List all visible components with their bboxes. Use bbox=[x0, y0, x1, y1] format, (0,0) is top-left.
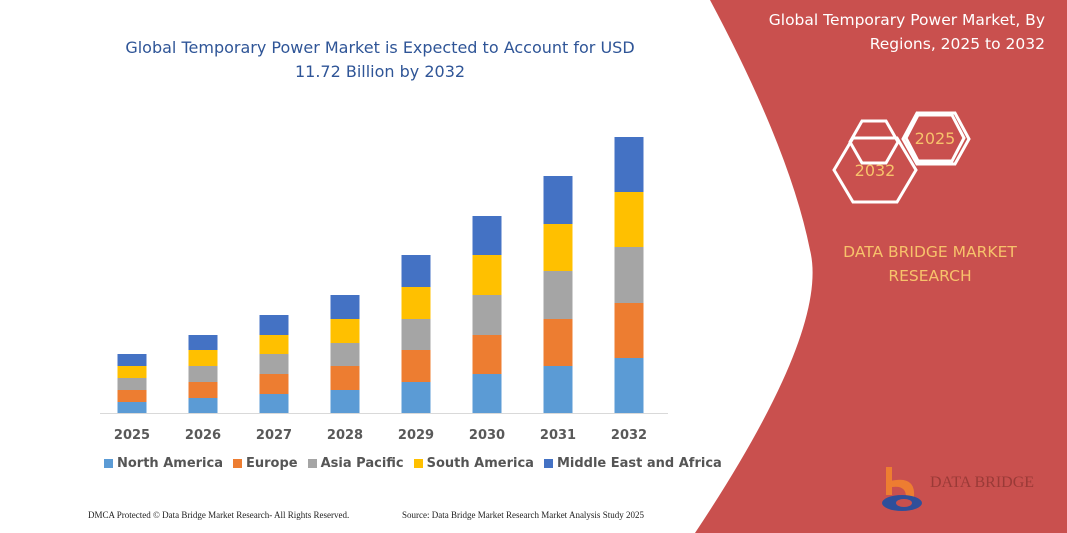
bar-segment-middle-east-and-africa-2027 bbox=[259, 315, 289, 335]
bar-segment-asia-pacific-2026 bbox=[188, 366, 218, 382]
legend-label: Asia Pacific bbox=[320, 456, 404, 471]
legend-item: Middle East and Africa bbox=[543, 456, 722, 471]
bar-segment-south-america-2025 bbox=[117, 366, 147, 378]
x-tick-label: 2028 bbox=[327, 428, 363, 443]
bar-segment-europe-2025 bbox=[117, 390, 147, 402]
bar-segment-south-america-2030 bbox=[472, 255, 502, 295]
bar-segment-north-america-2026 bbox=[188, 398, 218, 413]
bar-segment-north-america-2029 bbox=[401, 382, 431, 413]
bar-segment-south-america-2031 bbox=[543, 224, 573, 271]
legend-item: South America bbox=[413, 456, 534, 471]
x-tick-label: 2025 bbox=[114, 428, 150, 443]
chart-title: Global Temporary Power Market is Expecte… bbox=[125, 38, 635, 81]
bar-segment-europe-2026 bbox=[188, 382, 218, 398]
legend-swatch bbox=[104, 459, 113, 468]
bar-segment-north-america-2028 bbox=[330, 390, 360, 413]
legend-label: South America bbox=[426, 456, 534, 471]
bar-segment-north-america-2025 bbox=[117, 402, 147, 413]
bar-segment-north-america-2032 bbox=[614, 358, 644, 413]
legend-swatch bbox=[413, 459, 423, 468]
data-bridge-logo-icon bbox=[882, 467, 922, 511]
panel-background bbox=[695, 0, 1067, 533]
bar-segment-middle-east-and-africa-2025 bbox=[117, 354, 147, 366]
bar-segment-south-america-2032 bbox=[614, 192, 644, 247]
hex-2025-shape bbox=[904, 113, 966, 163]
legend-swatch bbox=[307, 459, 317, 468]
bar-segment-asia-pacific-2025 bbox=[117, 378, 147, 390]
x-tick-label: 2030 bbox=[469, 428, 505, 443]
x-tick-label: 2031 bbox=[540, 428, 576, 443]
bar-segment-south-america-2028 bbox=[330, 319, 360, 343]
bar-segment-south-america-2027 bbox=[259, 335, 289, 354]
bar-segment-asia-pacific-2028 bbox=[330, 343, 360, 366]
legend-label: Middle East and Africa bbox=[556, 456, 722, 471]
legend: North America Europe Asia Pacific South Ame… bbox=[104, 456, 722, 471]
hex-2032-label: 2032 bbox=[854, 161, 896, 180]
legend-item: North America bbox=[104, 456, 223, 471]
bar-segment-middle-east-and-africa-2029 bbox=[401, 255, 431, 287]
footer-copyright: DMCA Protected © Data Bridge Market Rese… bbox=[88, 510, 350, 520]
bar-segment-asia-pacific-2031 bbox=[543, 271, 573, 319]
bar-segment-north-america-2031 bbox=[543, 366, 573, 413]
x-tick-label: 2026 bbox=[185, 428, 221, 443]
bar-segment-north-america-2027 bbox=[259, 394, 289, 413]
bar-segment-north-america-2030 bbox=[472, 374, 502, 413]
hex-2025-label: 2025 bbox=[914, 129, 956, 148]
footer-source: Source: Data Bridge Market Research Mark… bbox=[402, 510, 644, 520]
bar-segment-europe-2030 bbox=[472, 335, 502, 374]
bar-segment-asia-pacific-2030 bbox=[472, 295, 502, 335]
hex-2032-icon bbox=[832, 136, 918, 204]
legend-swatch bbox=[233, 459, 242, 468]
logo-text: DATA BRIDGE bbox=[930, 474, 1035, 491]
bar-segment-asia-pacific-2032 bbox=[614, 247, 644, 303]
x-tick-label: 2032 bbox=[611, 428, 647, 443]
legend-item: Europe bbox=[233, 456, 298, 471]
bar-segment-europe-2031 bbox=[543, 319, 573, 366]
bar-segment-south-america-2026 bbox=[188, 350, 218, 366]
stacked-bar-chart: 2025 2026 2027 2028 2029 2030 2031 2032 bbox=[100, 137, 668, 443]
bar-segment-europe-2032 bbox=[614, 303, 644, 358]
legend-label: Europe bbox=[246, 456, 298, 471]
x-tick-label: 2027 bbox=[256, 428, 292, 443]
legend-label: North America bbox=[117, 456, 223, 471]
bar-segment-middle-east-and-africa-2032 bbox=[614, 137, 644, 192]
bar-segment-south-america-2029 bbox=[401, 287, 431, 319]
bar-segment-middle-east-and-africa-2031 bbox=[543, 176, 573, 224]
brand-text: DATA BRIDGE MARKET RESEARCH bbox=[843, 243, 1017, 285]
hex-2025-icon bbox=[901, 111, 971, 166]
bar-segment-middle-east-and-africa-2028 bbox=[330, 295, 360, 319]
panel-title: Global Temporary Power Market, By Region… bbox=[768, 11, 1045, 53]
bar-segment-middle-east-and-africa-2026 bbox=[188, 335, 218, 350]
bar-segment-europe-2027 bbox=[259, 374, 289, 394]
bar-segment-asia-pacific-2029 bbox=[401, 319, 431, 350]
legend-swatch bbox=[543, 459, 553, 468]
bar-segment-europe-2028 bbox=[330, 366, 360, 390]
x-tick-label: 2029 bbox=[398, 428, 434, 443]
bar-segment-middle-east-and-africa-2030 bbox=[472, 216, 502, 255]
bar-segment-europe-2029 bbox=[401, 350, 431, 382]
legend-item: Asia Pacific bbox=[307, 456, 404, 471]
bar-segment-asia-pacific-2027 bbox=[259, 354, 289, 374]
